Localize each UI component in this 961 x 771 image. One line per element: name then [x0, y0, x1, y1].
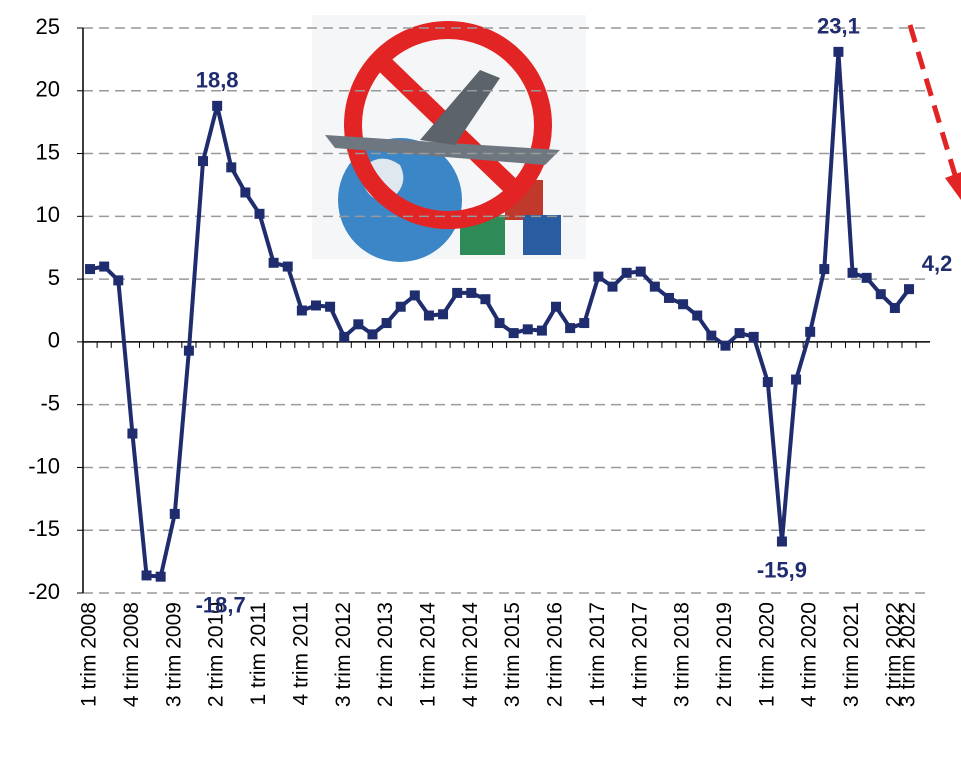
x-tick-label: 2 trim 2010	[205, 602, 228, 707]
point-marker	[509, 328, 519, 338]
point-marker	[833, 47, 843, 57]
x-tick-label: 1 trim 2020	[755, 602, 778, 707]
y-tick-label: 0	[48, 328, 60, 353]
point-marker	[452, 288, 462, 298]
point-marker	[127, 429, 137, 439]
x-tick-label: 1 trim 2014	[416, 602, 439, 707]
point-marker	[551, 302, 561, 312]
point-marker	[862, 273, 872, 283]
point-marker	[565, 323, 575, 333]
data-label: -15,9	[757, 557, 807, 582]
point-marker	[763, 377, 773, 387]
x-tick-label: 1 trim 2008	[78, 602, 101, 707]
x-tick-label: 3 trim 2012	[332, 602, 355, 707]
point-marker	[480, 294, 490, 304]
point-marker	[325, 302, 335, 312]
point-marker	[622, 268, 632, 278]
point-marker	[650, 282, 660, 292]
chart: -20 -15 -10 -5 0 5 10 15 20 25 1 trim 2008 4 trim 2…	[0, 0, 961, 771]
point-marker	[904, 284, 914, 294]
x-tick-label: 3 trim 2021	[840, 602, 863, 707]
point-marker	[382, 318, 392, 328]
point-marker	[848, 268, 858, 278]
point-marker	[311, 300, 321, 310]
data-label: 23,1	[817, 14, 860, 39]
point-marker	[537, 326, 547, 336]
point-marker	[367, 329, 377, 339]
x-tick-label: 3 trim 2009	[162, 602, 185, 707]
point-marker	[749, 332, 759, 342]
point-marker	[791, 375, 801, 385]
point-marker	[353, 319, 363, 329]
y-tick-label: 20	[36, 77, 60, 102]
point-marker	[269, 258, 279, 268]
data-label: 4,2	[922, 251, 953, 276]
point-marker	[198, 156, 208, 166]
x-tick-label: 1 trim 2011	[247, 602, 270, 706]
point-marker	[593, 272, 603, 282]
y-tick-label: -5	[40, 390, 60, 415]
point-marker	[226, 162, 236, 172]
point-marker	[396, 302, 406, 312]
point-marker	[579, 318, 589, 328]
x-tick-label: 2 trim 2013	[374, 602, 397, 707]
point-marker	[720, 341, 730, 351]
point-marker	[170, 509, 180, 519]
point-marker	[706, 331, 716, 341]
point-marker	[212, 101, 222, 111]
x-tick-label: 4 trim 2017	[628, 602, 651, 707]
point-marker	[255, 209, 265, 219]
y-tick-label: 25	[36, 14, 60, 39]
point-marker	[113, 275, 123, 285]
point-marker	[156, 572, 166, 582]
x-tick-label: 3 trim 2018	[671, 602, 694, 707]
point-marker	[664, 293, 674, 303]
point-marker	[142, 570, 152, 580]
x-tick-label: 3 trim 2022	[897, 602, 920, 707]
point-marker	[523, 324, 533, 334]
point-marker	[424, 311, 434, 321]
point-marker	[805, 327, 815, 337]
point-marker	[777, 537, 787, 547]
point-marker	[184, 346, 194, 356]
point-marker	[819, 264, 829, 274]
point-marker	[438, 309, 448, 319]
x-tick-label: 1 trim 2017	[586, 602, 609, 707]
point-marker	[297, 306, 307, 316]
y-tick-label: 15	[36, 139, 60, 164]
point-marker	[495, 318, 505, 328]
x-tick-label: 3 trim 2015	[501, 602, 524, 707]
point-marker	[85, 264, 95, 274]
illustration	[312, 15, 586, 262]
y-tick-label: -10	[28, 453, 60, 478]
point-marker	[339, 332, 349, 342]
point-marker	[283, 262, 293, 272]
point-marker	[876, 289, 886, 299]
y-tick-label: -20	[28, 579, 60, 604]
y-tick-label: 10	[36, 202, 60, 227]
data-label: 18,8	[196, 68, 239, 93]
trend-arrow	[910, 25, 961, 200]
point-marker	[466, 288, 476, 298]
x-tick-label: 2 trim 2016	[544, 602, 567, 707]
point-marker	[890, 303, 900, 313]
point-marker	[410, 290, 420, 300]
point-marker	[692, 311, 702, 321]
point-marker	[636, 267, 646, 277]
y-tick-label: -15	[28, 516, 60, 541]
x-tick-label: 2 trim 2019	[713, 602, 736, 707]
point-marker	[678, 299, 688, 309]
x-tick-label: 4 trim 2011	[289, 602, 312, 706]
point-marker	[608, 282, 618, 292]
point-marker	[99, 262, 109, 272]
point-marker	[240, 187, 250, 197]
data-label: -18,7	[196, 592, 246, 617]
x-tick-label: 4 trim 2020	[798, 602, 821, 707]
point-marker	[735, 328, 745, 338]
y-tick-label: 5	[48, 265, 60, 290]
x-tick-label: 4 trim 2014	[459, 602, 482, 707]
x-tick-label: 4 trim 2008	[120, 602, 143, 707]
